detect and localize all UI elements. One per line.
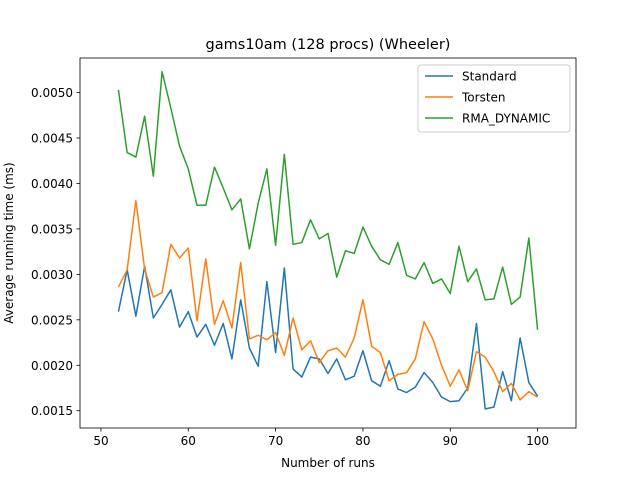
- x-axis-label: Number of runs: [281, 456, 375, 470]
- y-tick-label: 0.0035: [31, 222, 73, 236]
- series-lines: [117, 70, 539, 410]
- x-axis: 50 60 70 80 90 100: [93, 428, 549, 448]
- series-line-torsten: [117, 199, 538, 401]
- y-tick-label: 0.0015: [31, 404, 73, 418]
- x-tick-label: 70: [268, 434, 283, 448]
- legend-label-torsten: Torsten: [461, 91, 506, 105]
- plot-frame: [79, 57, 577, 429]
- chart-title: gams10am (128 procs) (Wheeler): [206, 37, 451, 53]
- series-line-rma-dynamic: [117, 70, 539, 330]
- legend: Standard Torsten RMA_DYNAMIC: [417, 64, 571, 133]
- y-axis: 0.0015 0.0020 0.0025 0.0030 0.0035 0.0040 0.00…: [31, 86, 80, 418]
- y-tick-label: 0.0045: [31, 132, 73, 146]
- y-tick-label: 0.0050: [31, 86, 73, 100]
- legend-frame: [417, 64, 571, 133]
- y-tick-label: 0.0030: [31, 268, 73, 282]
- y-tick-label: 0.0020: [31, 359, 73, 373]
- legend-label-standard: Standard: [462, 70, 517, 84]
- y-axis-label: Average running time (ms): [2, 162, 16, 323]
- legend-label-rma-dynamic: RMA_DYNAMIC: [462, 112, 550, 126]
- plot-area: [79, 57, 577, 429]
- x-tick-label: 60: [181, 434, 196, 448]
- x-tick-label: 90: [443, 434, 458, 448]
- series-line-standard: [117, 265, 539, 410]
- x-tick-label: 80: [355, 434, 370, 448]
- x-tick-label: 100: [526, 434, 549, 448]
- y-tick-label: 0.0040: [31, 177, 73, 191]
- y-tick-label: 0.0025: [31, 313, 73, 327]
- x-tick-label: 50: [93, 434, 108, 448]
